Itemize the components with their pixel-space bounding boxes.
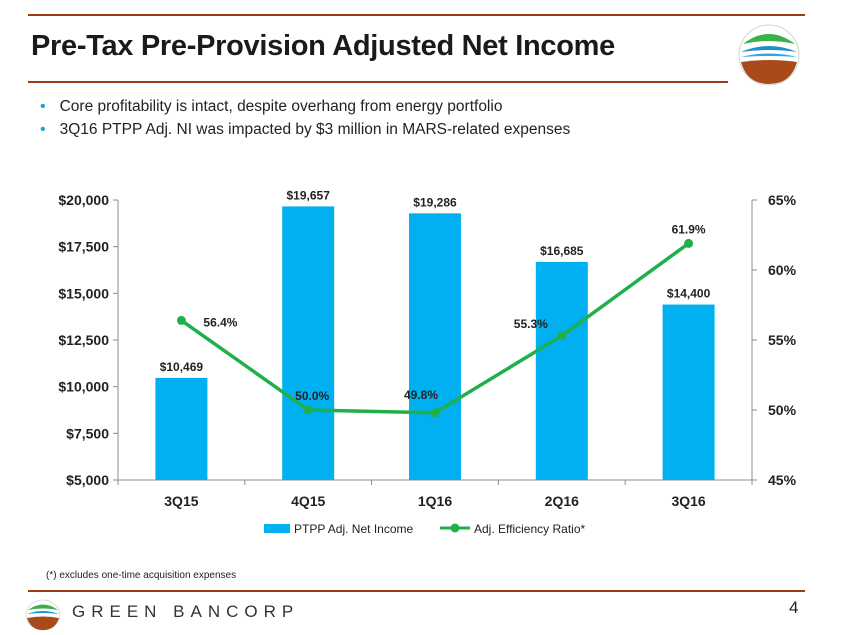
bar-series — [155, 206, 714, 480]
bar-value-label: $10,469 — [160, 360, 204, 374]
x-tick-label: 1Q16 — [418, 493, 452, 509]
bar — [155, 378, 207, 480]
legend-bar-swatch — [264, 524, 290, 533]
bar-value-label: $16,685 — [540, 244, 584, 258]
line-point — [557, 331, 566, 340]
bullet-dot-icon: • — [40, 98, 46, 115]
left-tick-label: $5,000 — [66, 472, 109, 488]
line-value-label: 50.0% — [295, 389, 329, 403]
line-value-label: 55.3% — [514, 317, 548, 331]
line-point — [684, 239, 693, 248]
bullet-dot-icon: • — [40, 121, 46, 138]
x-tick-label: 2Q16 — [545, 493, 579, 509]
bullet-text: Core profitability is intact, despite ov… — [60, 98, 503, 115]
footnote: (*) excludes one-time acquisition expens… — [46, 570, 236, 581]
title-divider — [28, 81, 728, 83]
line-point — [304, 406, 313, 415]
right-tick-label: 60% — [768, 262, 797, 278]
line-value-label: 49.8% — [404, 388, 438, 402]
bar-value-label: $19,286 — [413, 195, 457, 209]
bar — [409, 213, 461, 480]
legend-line-label: Adj. Efficiency Ratio* — [474, 522, 585, 536]
legend-line-marker — [451, 524, 460, 533]
top-divider — [28, 14, 805, 16]
left-tick-label: $7,500 — [66, 425, 109, 441]
right-tick-label: 65% — [768, 192, 797, 208]
green-bancorp-logo-icon — [733, 22, 805, 88]
page-title: Pre-Tax Pre-Provision Adjusted Net Incom… — [31, 30, 615, 63]
line-value-label: 56.4% — [203, 315, 237, 329]
right-tick-label: 50% — [768, 402, 797, 418]
bar-value-label: $14,400 — [667, 287, 711, 301]
line-point — [431, 408, 440, 417]
left-tick-label: $15,000 — [58, 285, 109, 301]
bar — [663, 305, 715, 480]
footer-brand: GREEN BANCORP — [72, 602, 299, 622]
bar — [282, 206, 334, 480]
legend-bar-label: PTPP Adj. Net Income — [294, 522, 413, 536]
x-tick-label: 3Q15 — [164, 493, 198, 509]
left-tick-label: $12,500 — [58, 332, 109, 348]
bar-value-label: $19,657 — [287, 188, 331, 202]
income-efficiency-chart: $5,000 $7,500 $10,000 $12,500 $15,000 $17,500… — [0, 180, 847, 555]
line-point — [177, 316, 186, 325]
bullet-item: • Core profitability is intact, despite o… — [40, 98, 502, 116]
bullet-item: • 3Q16 PTPP Adj. NI was impacted by $3 mi… — [40, 121, 570, 139]
bar — [536, 262, 588, 480]
page-number: 4 — [789, 598, 798, 618]
left-tick-label: $20,000 — [58, 192, 109, 208]
x-tick-label: 3Q16 — [671, 493, 705, 509]
bullet-text: 3Q16 PTPP Adj. NI was impacted by $3 mil… — [60, 121, 571, 138]
right-tick-label: 45% — [768, 472, 797, 488]
line-value-label: 61.9% — [672, 222, 706, 236]
left-tick-label: $17,500 — [58, 239, 109, 255]
chart-legend: PTPP Adj. Net Income Adj. Efficiency Rati… — [264, 522, 585, 536]
left-tick-label: $10,000 — [58, 379, 109, 395]
footer-divider — [28, 590, 805, 592]
x-tick-label: 4Q15 — [291, 493, 325, 509]
footer-logo-icon — [22, 598, 64, 632]
right-tick-label: 55% — [768, 332, 797, 348]
